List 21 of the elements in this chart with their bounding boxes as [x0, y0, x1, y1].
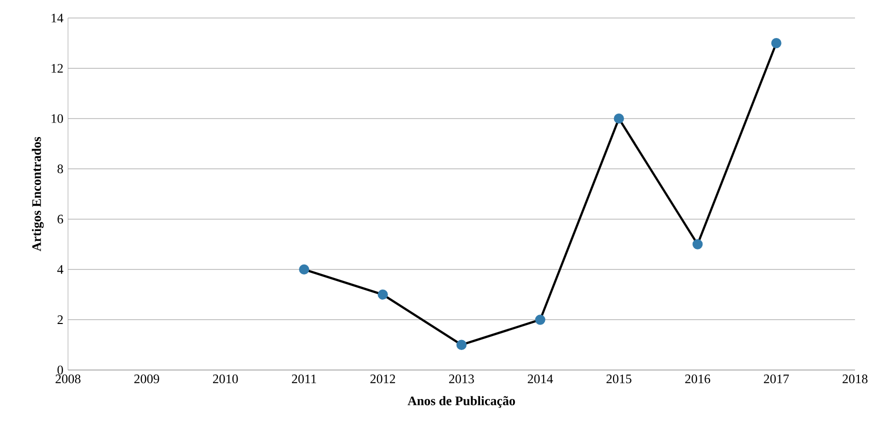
x-tick-label: 2012: [370, 374, 396, 384]
x-tick-label: 2011: [292, 374, 316, 384]
x-tick-label: 2013: [449, 374, 474, 384]
x-tick-label: 2015: [606, 374, 632, 384]
y-tick-label: 6: [58, 214, 64, 224]
x-tick-label: 2010: [213, 374, 238, 384]
x-tick-label: 2009: [134, 374, 160, 384]
y-tick-label: 0: [58, 366, 63, 374]
x-tick-label: 2018: [842, 374, 868, 384]
x-tick-label: 2014: [528, 374, 553, 384]
y-tick-label: 14: [52, 14, 64, 22]
x-tick-label: 2008: [56, 374, 80, 384]
y-axis-title: Artigos Encontrados: [32, 136, 44, 252]
y-tick-label: 10: [52, 114, 63, 123]
x-axis-title: Anos de Publicação: [408, 396, 515, 408]
y-tick-label: 12: [52, 64, 63, 73]
y-tick-label: 4: [57, 265, 64, 274]
x-tick-label: 2016: [685, 374, 710, 384]
y-tick-label: 8: [58, 164, 63, 174]
y-tick-label: 2: [58, 315, 63, 324]
x-tick-label: 2017: [764, 374, 789, 384]
